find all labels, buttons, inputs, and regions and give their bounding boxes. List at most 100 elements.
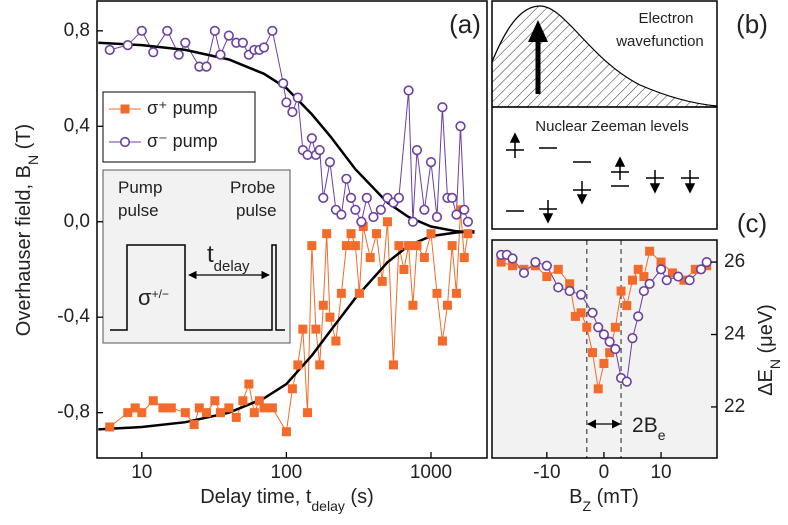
marker	[655, 264, 667, 275]
marker	[267, 25, 278, 36]
marker	[627, 275, 637, 285]
marker	[281, 97, 292, 108]
axis-label: Delay time, tdelay (s)	[200, 486, 374, 514]
label-text: (T)	[13, 124, 35, 155]
x-tick-label: 100	[271, 462, 303, 483]
marker	[148, 47, 159, 58]
y-tick-label: -0,4	[57, 306, 90, 327]
marker	[442, 300, 452, 310]
marker	[496, 257, 506, 267]
x-tick-label: 1000	[410, 462, 452, 483]
y-tick-label: -0,8	[57, 402, 90, 423]
y-tick-label: 0,8	[64, 20, 90, 41]
marker	[209, 25, 220, 36]
marker	[158, 403, 168, 413]
marker	[570, 311, 580, 321]
marker	[604, 336, 615, 347]
marker	[610, 322, 620, 332]
marker	[311, 324, 321, 334]
marker	[345, 192, 357, 203]
marker	[375, 204, 386, 215]
label-text: (s)	[345, 486, 374, 508]
wavefunction-text: Electron	[638, 10, 693, 27]
label-text: B	[569, 486, 582, 508]
marker	[382, 217, 392, 227]
marker	[508, 261, 518, 271]
axis-label: BZ (mT)	[569, 486, 639, 514]
marker	[122, 40, 133, 51]
marker	[336, 209, 347, 220]
marker	[530, 256, 541, 268]
pulse-inset: Pump pulse Probe pulse tdelay σ+/−	[102, 169, 291, 344]
marker	[189, 420, 199, 430]
marker	[582, 322, 592, 332]
y-tick-label: 0,4	[64, 115, 91, 136]
marker	[419, 253, 429, 263]
marker	[575, 289, 587, 300]
marker	[419, 204, 430, 215]
x-tick-label: 0	[599, 462, 610, 483]
marker	[403, 85, 414, 96]
zeeman-levels	[506, 132, 699, 224]
marker	[173, 49, 184, 60]
label-text: Delay time, t	[200, 486, 312, 508]
y-tick-label: 24	[724, 324, 746, 345]
marker	[201, 61, 212, 72]
marker	[451, 288, 461, 298]
marker	[447, 192, 458, 203]
marker	[451, 209, 462, 220]
marker	[638, 285, 650, 297]
axis-label: ΔEN (μeV)	[755, 304, 783, 396]
marker	[368, 211, 379, 223]
marker	[622, 301, 632, 311]
marker	[673, 271, 684, 282]
y-tick-label: 22	[724, 396, 745, 417]
panel-label: (a)	[449, 9, 481, 39]
marker	[215, 49, 226, 60]
x-tick-label: 10	[131, 462, 152, 483]
marker	[633, 264, 643, 274]
panel-label: (c)	[737, 208, 767, 238]
y-tick-label: 0,0	[64, 211, 90, 232]
marker	[148, 396, 158, 406]
marker	[210, 396, 220, 406]
marker	[553, 282, 564, 293]
marker	[238, 396, 248, 406]
marker	[576, 308, 586, 318]
marker	[553, 264, 563, 274]
marker	[564, 285, 575, 297]
marker	[302, 149, 313, 161]
marker	[278, 78, 289, 89]
marker	[404, 241, 414, 251]
marker	[455, 121, 466, 132]
marker	[130, 403, 140, 413]
marker	[166, 403, 176, 413]
marker	[249, 408, 259, 418]
pump-text: Pump	[118, 178, 162, 197]
probe-text: Probe	[230, 178, 275, 197]
label-text: Overhauser field, B	[13, 165, 35, 336]
marker	[293, 360, 303, 370]
marker	[201, 408, 211, 418]
marker	[599, 358, 609, 368]
marker	[412, 241, 422, 251]
marker	[394, 241, 404, 251]
marker	[459, 204, 470, 215]
marker	[463, 229, 473, 239]
axis-label: Overhauser field, BN (T)	[13, 124, 41, 336]
marker	[336, 288, 346, 298]
marker	[318, 192, 329, 203]
label-subscript: Z	[583, 498, 592, 514]
annotation-text: 2B	[632, 414, 658, 437]
marker	[356, 216, 367, 227]
marker	[593, 322, 604, 333]
marker	[303, 408, 313, 418]
levels-text: Nuclear Zeeman levels	[535, 118, 688, 135]
sigma-label: σ+/−	[138, 285, 169, 310]
marker	[587, 307, 598, 318]
marker	[354, 288, 364, 298]
label-text: (μeV)	[755, 304, 777, 359]
marker	[104, 44, 115, 56]
